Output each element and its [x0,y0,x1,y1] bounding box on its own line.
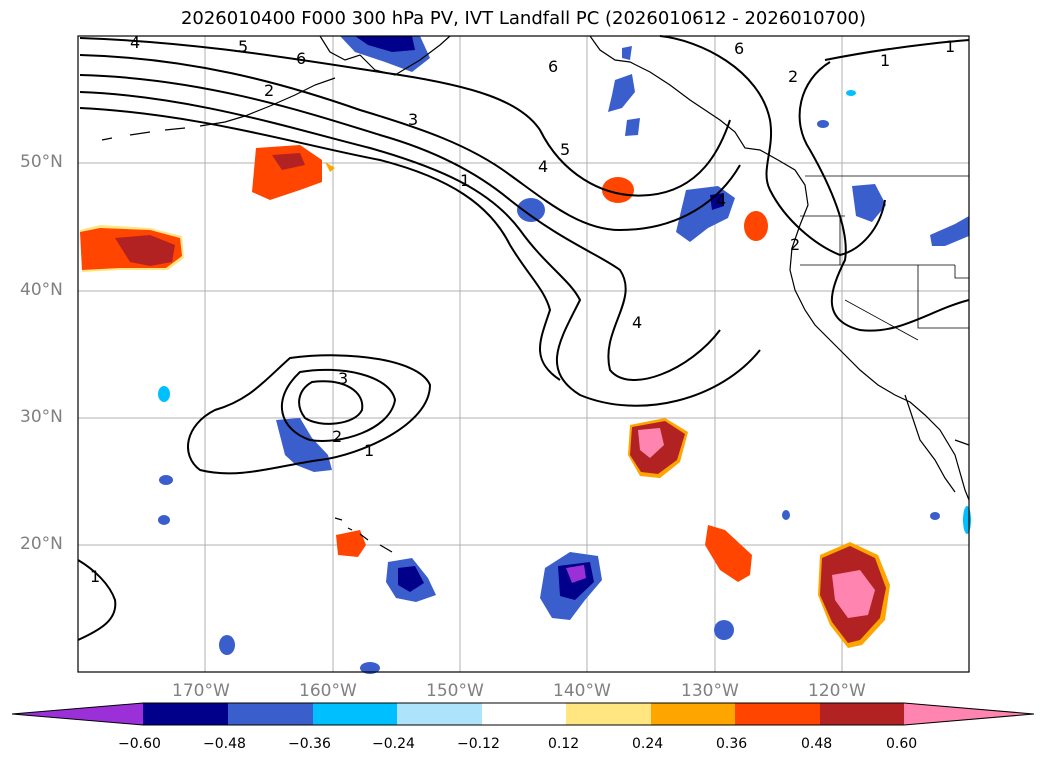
negative-anomaly-20n-150w [386,558,436,602]
contour-2 [79,107,561,381]
colorbar-bin [228,703,313,725]
lon-label-170w: 170°W [172,681,230,701]
north-america-west-coast [589,35,970,501]
graticule [78,36,969,672]
positive-anomaly-20n-130w [705,525,752,582]
colorbar-tick-label: 0.12 [548,736,580,752]
negative-anomaly-20n-140w [540,552,602,620]
negative-anomaly-gulf-alaska [608,46,640,136]
colorbar-bin [820,703,904,725]
colorbar-under-arrow [12,703,143,725]
contour-label: 2 [788,67,798,86]
negative-anomaly-pnw [517,184,969,246]
state-borders [800,215,969,329]
colorbar-tick-label: −0.60 [118,736,161,752]
lat-label-50n: 50°N [20,152,63,172]
figure-title: 2026010400 F000 300 hPa PV, IVT Landfall… [180,8,867,29]
contour-6 [79,37,731,197]
contour-label: 2 [264,81,274,100]
pv-contours [77,35,970,641]
colorbar-bin [651,703,735,725]
positive-anomaly-pnw [602,177,768,241]
contour-1-pacific-low [187,354,432,475]
colorbar-bin [566,703,651,725]
contour-3-pacific-low [298,380,364,425]
contour-label: 6 [296,49,306,68]
colorbar [11,702,1035,726]
borders [800,175,969,341]
colorbar-tick-label: 0.24 [632,736,664,752]
lon-label-150w: 150°W [426,681,484,701]
colorbar-tick-label: −0.24 [372,736,415,752]
contour-label: 6 [548,57,558,76]
lon-label-120w: 120°W [808,681,866,701]
colorbar-outline [11,702,1035,726]
contour-label: 3 [338,369,348,388]
aleutian-islands [101,77,336,141]
contour-label: 5 [560,140,570,159]
contour-label: 6 [734,39,744,58]
contour-label: 2 [332,427,342,446]
contour-4 [79,74,721,381]
lon-label-130w: 130°W [681,681,739,701]
colorbar-tick-label: −0.12 [457,736,500,752]
map-frame [77,35,970,673]
negative-anomaly-alaska [340,36,430,72]
contour-label: 5 [238,37,248,56]
colorbar-tick-label: −0.48 [203,736,246,752]
negative-anomaly-small-cells [158,90,971,674]
mexico-coast [954,439,970,446]
contour-5 [79,54,741,232]
colorbar-bin [397,703,482,725]
filled-contours [80,36,971,674]
hawaii-islands [334,517,393,553]
coastlines [101,35,970,553]
colorbar-tick-label: −0.36 [288,736,331,752]
negative-anomaly-30n-160w [276,418,332,472]
contour-label: 1 [364,441,374,460]
colorbar-bin [735,703,820,725]
contour-label: 4 [130,33,140,52]
contour-labels: 4 5 6 2 3 1 6 5 4 1 6 2 1 2 4 4 3 2 1 1 [90,33,955,586]
contour-label: 4 [538,157,548,176]
contour-label: 4 [716,191,726,210]
colorbar-tick-label: 0.60 [886,736,918,752]
contour-label: 2 [790,235,800,254]
colorbar-tick-label: 0.36 [716,736,748,752]
lat-label-20n: 20°N [20,534,63,554]
contour-3 [79,91,761,407]
contour-label: 3 [408,110,418,129]
contour-label: 4 [632,313,642,332]
contour-label: 1 [880,51,890,70]
lon-label-140w: 140°W [553,681,611,701]
positive-anomaly-20n-120w [818,542,890,648]
colorbar-bin [143,703,228,725]
contour-east-2 [798,39,970,332]
contour-label: 1 [90,567,100,586]
contour-label: 1 [460,171,470,190]
positive-anomaly-30n-140w [628,418,688,478]
lat-label-30n: 30°N [20,407,63,427]
baja-california-coast [904,394,956,493]
ca-nv-border [844,299,919,341]
contour-1-southwest [77,559,117,641]
contour-label: 1 [945,37,955,56]
lon-label-160w: 160°W [299,681,357,701]
positive-anomaly-w-pacific [80,225,184,272]
colorbar-over-arrow [904,703,1034,725]
colorbar-bin [313,703,397,725]
positive-anomaly-gulf-alaska-west [252,145,335,200]
colorbar-tick-label: 0.48 [801,736,833,752]
colorbar-bin [482,703,566,725]
positive-anomaly-hawaii [336,530,366,557]
contour-east-5 [659,35,886,257]
lat-label-40n: 40°N [20,280,63,300]
contour-2-pacific-low [281,368,397,442]
alaska-peninsula-coast [319,35,451,76]
